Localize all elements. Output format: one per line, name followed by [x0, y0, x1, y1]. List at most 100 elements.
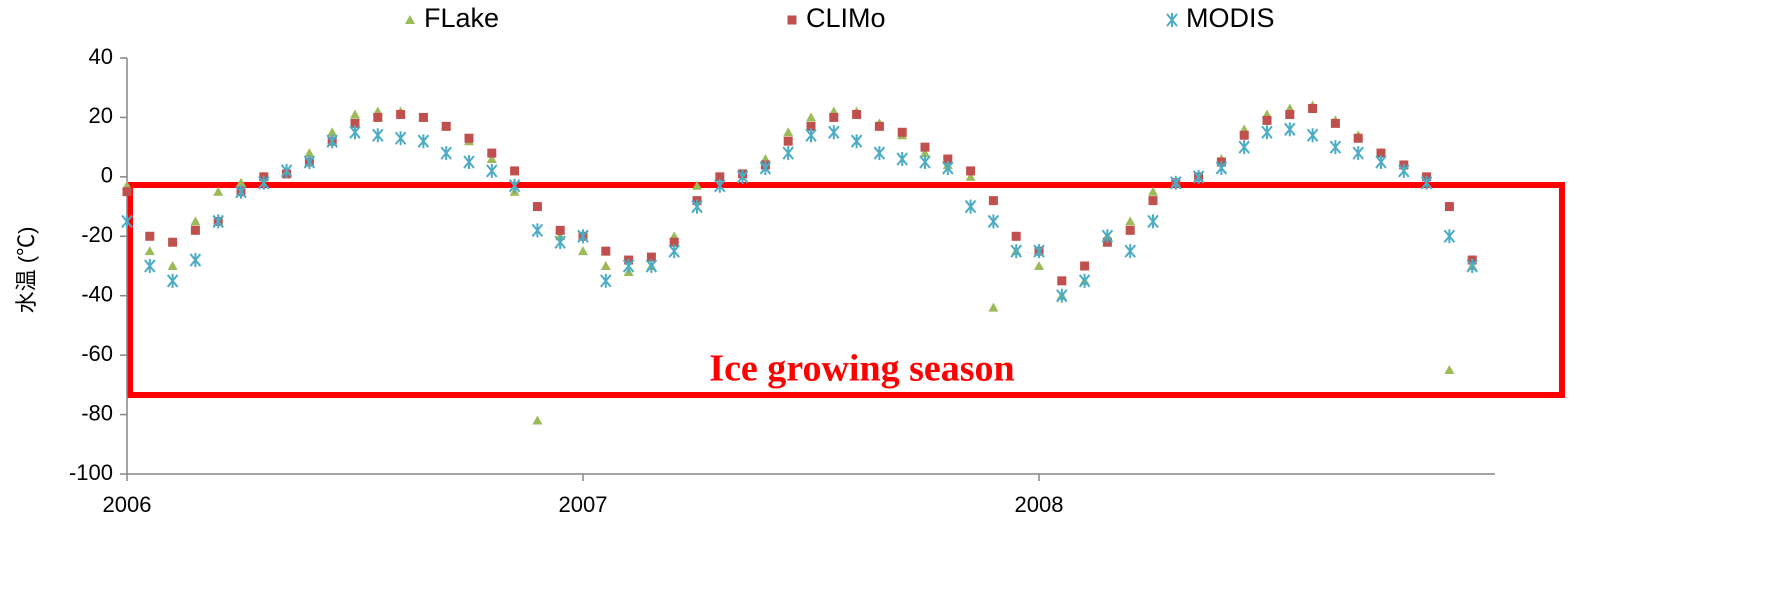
point — [1033, 244, 1045, 259]
x-tick-label: 2007 — [559, 492, 608, 517]
point — [715, 172, 725, 182]
point — [1285, 109, 1295, 119]
point — [190, 225, 200, 235]
point — [1308, 104, 1318, 114]
point — [1398, 163, 1410, 178]
point — [600, 273, 612, 288]
point — [168, 237, 178, 247]
point — [736, 169, 749, 184]
point — [964, 199, 977, 214]
point — [555, 225, 565, 235]
point — [1238, 140, 1250, 155]
point — [144, 246, 155, 256]
point — [943, 154, 953, 164]
point — [1147, 214, 1159, 229]
y-tick-label: -40 — [81, 282, 113, 307]
point — [920, 148, 930, 158]
point — [303, 155, 316, 169]
point — [1329, 140, 1342, 155]
point — [167, 261, 178, 270]
point — [486, 154, 497, 164]
y-axis-label: 水温 (℃) — [14, 227, 39, 314]
point — [1101, 229, 1114, 244]
point — [554, 235, 566, 250]
point — [372, 128, 384, 143]
point — [600, 261, 611, 270]
point — [166, 273, 179, 288]
point — [805, 128, 817, 143]
point — [236, 177, 246, 187]
point — [1330, 118, 1340, 128]
point — [350, 109, 360, 119]
point — [806, 121, 816, 131]
point — [829, 112, 839, 122]
point — [1239, 130, 1249, 140]
point — [212, 214, 224, 229]
y-tick-label: 40 — [89, 44, 113, 69]
point — [577, 229, 589, 244]
point — [759, 160, 772, 175]
point — [852, 109, 862, 119]
point — [668, 244, 680, 259]
point — [190, 216, 201, 226]
point — [806, 112, 816, 122]
legend-marker — [405, 15, 415, 24]
point — [394, 131, 407, 146]
point — [464, 133, 474, 143]
point — [645, 259, 658, 273]
point — [578, 246, 588, 256]
point — [850, 134, 863, 149]
legend-label: MODIS — [1186, 3, 1275, 33]
y-tick-label: -80 — [81, 400, 113, 425]
point — [1124, 244, 1136, 259]
x-tick-label: 2008 — [1015, 492, 1064, 517]
point — [1148, 196, 1158, 206]
point — [783, 127, 794, 137]
point — [897, 127, 907, 137]
point — [532, 415, 543, 425]
point — [189, 253, 202, 268]
point — [486, 163, 498, 178]
legend-marker — [1166, 13, 1178, 27]
y-tick-label: -60 — [81, 341, 113, 366]
point — [1444, 202, 1454, 212]
point — [417, 134, 430, 149]
point — [669, 237, 679, 247]
point — [942, 160, 954, 175]
point — [508, 178, 521, 193]
point — [1056, 288, 1068, 303]
point — [463, 155, 475, 169]
point — [1125, 225, 1135, 235]
point — [1078, 273, 1091, 288]
point — [145, 231, 155, 241]
point — [1010, 244, 1022, 259]
point — [966, 166, 976, 176]
point — [350, 118, 360, 128]
point — [532, 202, 542, 212]
point — [1148, 186, 1158, 196]
point — [920, 142, 930, 152]
point — [1262, 115, 1272, 125]
point — [896, 152, 908, 167]
point — [1034, 261, 1044, 270]
point — [691, 199, 703, 214]
point — [828, 125, 840, 140]
point — [1375, 155, 1387, 169]
point — [646, 252, 656, 262]
y-tick-label: 0 — [101, 163, 113, 188]
point — [373, 112, 383, 122]
y-tick-label: 20 — [89, 103, 113, 128]
point — [1215, 160, 1228, 175]
y-tick-label: -100 — [69, 460, 113, 485]
point — [440, 146, 452, 161]
point — [783, 136, 793, 146]
point — [1170, 175, 1182, 190]
point — [1443, 229, 1456, 244]
point — [396, 109, 406, 119]
point — [1261, 125, 1273, 140]
point — [258, 175, 270, 190]
annotation: Ice growing season — [709, 348, 1014, 390]
point — [144, 259, 156, 273]
legend-marker — [787, 15, 797, 25]
point — [1306, 128, 1319, 143]
